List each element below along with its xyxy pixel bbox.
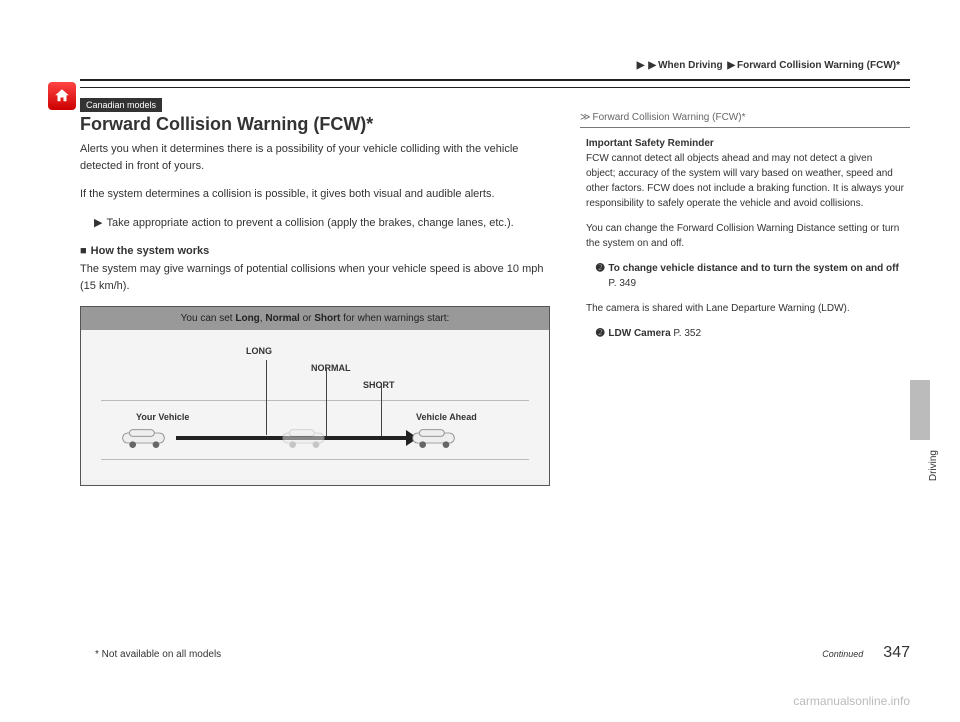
crossref: ➋ To change vehicle distance and to turn…	[596, 261, 904, 291]
label-long: LONG	[246, 346, 272, 356]
section-tab	[910, 380, 930, 440]
camera-text: The camera is shared with Lane Departure…	[586, 301, 904, 316]
sidebar-box: Important Safety ReminderFCW cannot dete…	[580, 127, 910, 359]
home-icon[interactable]	[48, 82, 76, 110]
bullet-item: ▶ Take appropriate action to prevent a c…	[94, 215, 550, 232]
link-icon: ➋	[596, 326, 604, 341]
car-icon	[121, 426, 171, 450]
page-title: Forward Collision Warning (FCW)*	[80, 114, 550, 135]
vline-short	[381, 385, 382, 440]
breadcrumb: ▶▶When Driving ▶Forward Collision Warnin…	[80, 60, 910, 71]
label-short: SHORT	[363, 380, 395, 390]
label-your-vehicle: Your Vehicle	[136, 412, 189, 422]
subhead: ■How the system works	[80, 245, 550, 257]
breadcrumb-l1: When Driving	[658, 60, 722, 71]
label-normal: NORMAL	[311, 363, 351, 373]
label-vehicle-ahead: Vehicle Ahead	[416, 412, 477, 422]
footer: * Not available on all models Continued …	[95, 644, 910, 662]
crossref: ➋ LDW Camera P. 352	[596, 326, 904, 341]
model-badge: Canadian models	[80, 98, 162, 112]
para3: The system may give warnings of potentia…	[80, 261, 550, 294]
sidebar-title: Forward Collision Warning (FCW)*	[580, 98, 910, 123]
breadcrumb-l2: Forward Collision Warning (FCW)*	[737, 60, 900, 71]
car-icon	[411, 426, 461, 450]
footnote: * Not available on all models	[95, 649, 221, 660]
continued-label: Continued	[822, 649, 863, 659]
divider	[80, 79, 910, 81]
divider	[80, 87, 910, 88]
diagram-header: You can set Long, Normal or Short for wh…	[81, 307, 549, 330]
page-number: 347	[883, 644, 910, 662]
main-column: Canadian models Forward Collision Warnin…	[80, 98, 550, 486]
reminder: Important Safety ReminderFCW cannot dete…	[586, 136, 904, 211]
intro-text: Alerts you when it determines there is a…	[80, 141, 550, 174]
triangle-icon: ▶	[94, 215, 102, 232]
change-text: You can change the Forward Collision War…	[586, 221, 904, 251]
car-icon	[281, 426, 331, 450]
section-tab-label: Driving	[928, 450, 939, 481]
para2: If the system determines a collision is …	[80, 186, 550, 203]
bullet-text: Take appropriate action to prevent a col…	[106, 215, 513, 232]
watermark: carmanualsonline.info	[793, 694, 910, 708]
link-icon: ➋	[596, 261, 604, 291]
fcw-diagram: You can set Long, Normal or Short for wh…	[80, 306, 550, 486]
sidebar-column: Forward Collision Warning (FCW)* Importa…	[580, 98, 910, 486]
vline-long	[266, 360, 267, 435]
